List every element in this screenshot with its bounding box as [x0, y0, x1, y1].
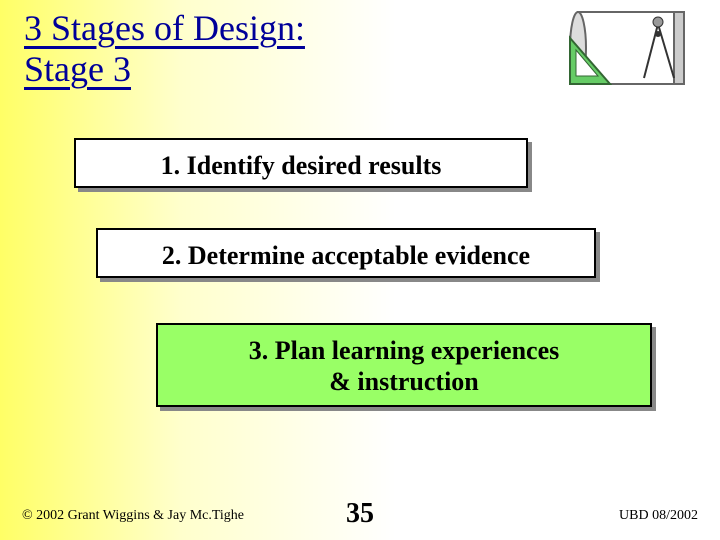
slide: 3 Stages of Design: Stage 3 1. Identify …: [0, 0, 720, 540]
page-number: 35: [346, 498, 374, 530]
stage-text-3-line-2: & instruction: [329, 367, 479, 396]
footer-version: UBD 08/2002: [619, 508, 698, 524]
stage-box-1: 1. Identify desired results: [74, 138, 528, 188]
drafting-tools-icon: [550, 6, 700, 92]
stage-text-2: 2. Determine acceptable evidence: [162, 241, 530, 270]
title-line-1: 3 Stages of Design:: [24, 8, 305, 48]
stage-box-2: 2. Determine acceptable evidence: [96, 228, 596, 278]
title-line-2: Stage 3: [24, 49, 131, 89]
stage-text-3-line-1: 3. Plan learning experiences: [249, 336, 560, 365]
stage-box-3: 3. Plan learning experiences & instructi…: [156, 323, 652, 407]
footer-copyright: © 2002 Grant Wiggins & Jay Mc.Tighe: [22, 508, 244, 524]
slide-title: 3 Stages of Design: Stage 3: [24, 8, 305, 91]
stage-text-1: 1. Identify desired results: [161, 151, 442, 180]
